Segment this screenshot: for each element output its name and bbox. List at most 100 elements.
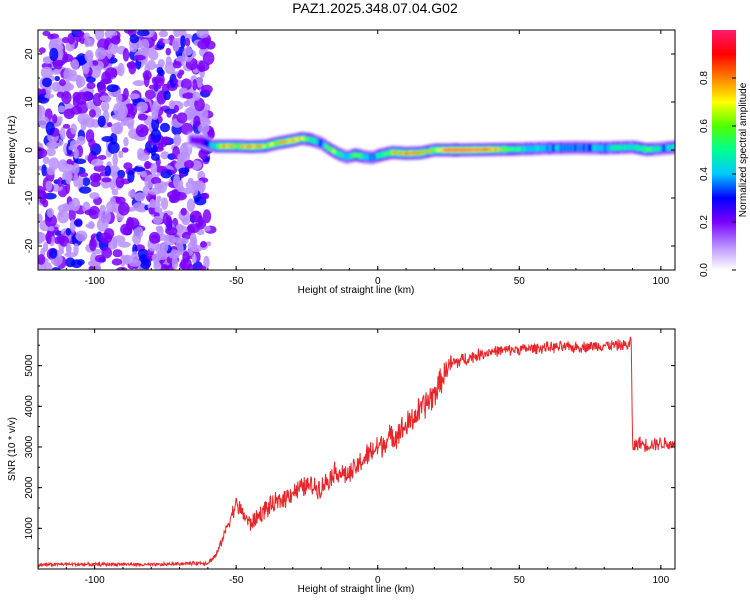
ridge-cell (432, 148, 435, 153)
ridge-cell (519, 146, 522, 152)
noise-blob (161, 136, 171, 145)
noise-blob (164, 234, 176, 246)
ridge-cell (239, 144, 242, 149)
ridge-cell (512, 147, 515, 152)
noise-blob (198, 60, 206, 73)
colorbar-tick-label: 0.4 (699, 167, 710, 181)
ridge-cell (332, 149, 335, 153)
ridge-cell (223, 144, 226, 148)
ridge-cell (369, 154, 373, 161)
noise-blob (198, 149, 208, 160)
noise-blob (52, 59, 65, 66)
ridge-cell (446, 149, 449, 151)
ridge-cell (300, 137, 303, 140)
noise-blob (41, 77, 53, 88)
noise-blob (62, 51, 69, 64)
ridge-cell (464, 149, 468, 151)
ridge-cell (402, 151, 405, 155)
ridge-cell (588, 144, 592, 151)
x-tick-label: 100 (653, 276, 670, 287)
ridge-cell (194, 136, 198, 145)
ridge-cell (670, 144, 673, 151)
ridge-cell (583, 144, 587, 151)
noise-blob (75, 76, 86, 88)
ridge-cell (495, 148, 498, 151)
y-tick-label: 5000 (24, 354, 35, 377)
ridge-cell (590, 145, 593, 151)
noise-blob (92, 60, 99, 66)
ridge-cell (408, 151, 412, 155)
ridge-cell (561, 144, 565, 151)
noise-blob (70, 106, 83, 115)
noise-blob (156, 250, 168, 260)
noise-blob (192, 91, 201, 101)
noise-blob (152, 144, 158, 153)
noise-blob (48, 226, 55, 232)
ridge-cell (368, 154, 371, 161)
ridge-cell (266, 143, 269, 148)
noise-blob (77, 113, 90, 125)
noise-blob (101, 71, 111, 85)
noise-blob (109, 132, 118, 145)
ridge-cell (660, 145, 663, 152)
ridge-cell (436, 148, 439, 152)
noise-blob (111, 258, 123, 266)
ridge-cell (201, 137, 204, 146)
noise-blob (171, 255, 179, 270)
ridge-cell (291, 139, 294, 142)
ridge-cell (395, 150, 398, 155)
ridge-cell (269, 143, 272, 146)
ridge-cell (313, 139, 317, 144)
noise-blob (65, 257, 76, 268)
noise-blob (150, 177, 162, 185)
ridge-cell (605, 145, 609, 151)
snr-axes: -100 -50 0 50 100 1000 2000 3000 4000 5000 (24, 329, 675, 586)
ridge-cell (626, 144, 629, 151)
ridge-cell (361, 154, 364, 159)
noise-blob (61, 91, 72, 105)
ridge-cell (323, 143, 327, 148)
ridge-cell (380, 152, 383, 158)
ridge-cell (228, 144, 232, 148)
ridge-cell (629, 144, 632, 151)
noise-blob (146, 59, 156, 71)
noise-blob (160, 197, 169, 210)
noise-blob (135, 124, 149, 138)
noise-blob (46, 232, 52, 245)
ridge-cell (237, 144, 240, 149)
noise-blob (128, 189, 136, 198)
noise-blob (76, 30, 85, 37)
noise-blob (172, 60, 182, 69)
ridge-cell (240, 145, 243, 148)
colorbar-tick-label: 0.2 (699, 215, 710, 229)
noise-blob (70, 59, 80, 70)
x-tick-label: -50 (229, 276, 244, 287)
noise-blob (143, 73, 150, 87)
ridge-cell (568, 144, 571, 151)
ridge-cell (473, 149, 476, 151)
ridge-cell (400, 152, 403, 154)
ridge-cell (456, 149, 459, 151)
ridge-cell (531, 145, 534, 152)
ridge-cell (667, 145, 670, 150)
noise-blob (173, 133, 182, 147)
ridge-cell (278, 141, 281, 145)
noise-blob (159, 122, 171, 133)
ridge-cell (475, 148, 478, 152)
noise-blob (83, 32, 91, 40)
noise-blob (44, 93, 54, 99)
ridge-cell (354, 152, 357, 157)
ridge-cell (373, 154, 376, 160)
ridge-cell (565, 144, 568, 151)
noise-blob (202, 209, 212, 224)
ridge-cell (233, 144, 237, 149)
noise-blob (136, 30, 150, 37)
noise-blob (65, 181, 71, 194)
ridge-cell (549, 145, 553, 151)
noise-blob (144, 89, 156, 100)
noise-blob (73, 219, 83, 227)
noise-blob (180, 122, 194, 135)
snr-plot-area (38, 329, 675, 569)
ridge-cell (391, 151, 395, 154)
ridge-cell (419, 151, 422, 155)
